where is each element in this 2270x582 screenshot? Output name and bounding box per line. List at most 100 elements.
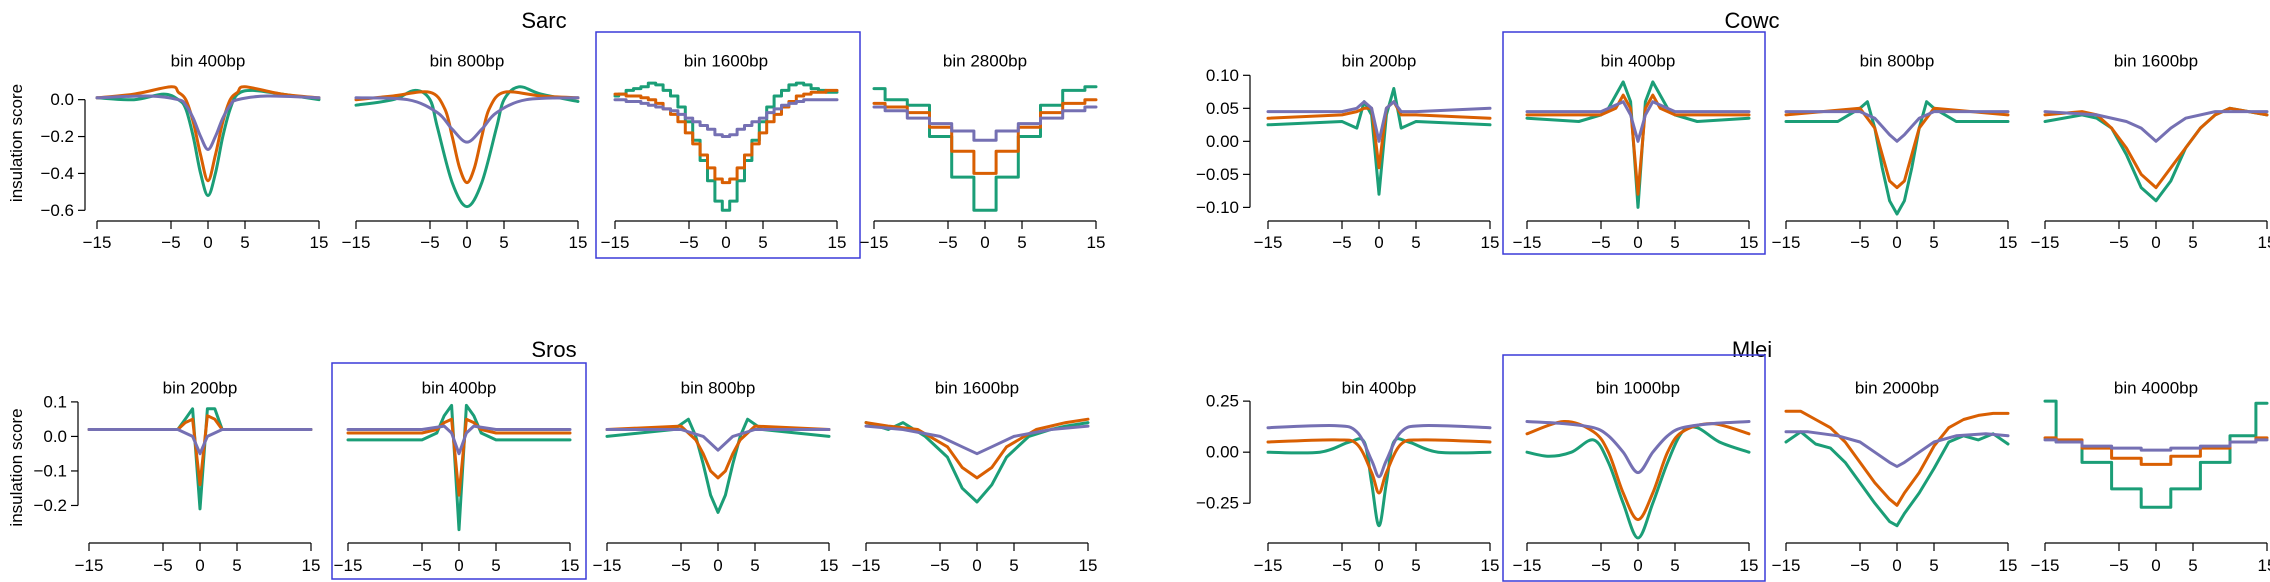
series-line-orange xyxy=(346,417,572,497)
x-tick-label: −15 xyxy=(1513,556,1542,575)
x-tick-label: −5 xyxy=(679,233,698,252)
x-tick-label: 15 xyxy=(1999,556,2018,575)
x-tick-label: −15 xyxy=(2031,556,2060,575)
x-tick-label: −15 xyxy=(1254,556,1283,575)
x-tick-label: 15 xyxy=(2258,233,2270,252)
x-tick-label: −5 xyxy=(1332,233,1351,252)
y-tick-label: 0.0 xyxy=(43,427,67,446)
series-line-orange xyxy=(1266,100,1492,170)
panel-title: bin 4000bp xyxy=(2114,378,2198,397)
x-tick-label: −5 xyxy=(930,556,949,575)
y-tick-label: −0.05 xyxy=(1196,165,1239,184)
x-tick-label: −15 xyxy=(342,233,371,252)
x-tick-label: 5 xyxy=(1411,556,1420,575)
panel-title: bin 400bp xyxy=(1342,378,1417,397)
x-tick-label: 15 xyxy=(2258,556,2270,575)
x-tick-label: 15 xyxy=(1481,556,1500,575)
x-tick-label: −15 xyxy=(83,233,112,252)
series-line-orange xyxy=(1266,438,1492,495)
x-tick-label: 0 xyxy=(454,556,463,575)
y-tick-label: 0.1 xyxy=(43,392,67,411)
x-tick-label: −5 xyxy=(2109,233,2128,252)
x-tick-label: 0 xyxy=(1374,556,1383,575)
series-line-orange xyxy=(95,85,321,183)
y-axis-label: insulation score xyxy=(7,84,26,202)
highlight-box xyxy=(1502,31,1766,255)
x-tick-label: 5 xyxy=(1929,233,1938,252)
x-tick-label: 0 xyxy=(462,233,471,252)
panel-title: bin 400bp xyxy=(422,378,497,397)
series-line-green xyxy=(1525,425,1751,540)
highlight-box xyxy=(1502,354,1766,582)
y-tick-label: −0.6 xyxy=(40,201,74,220)
x-tick-label: 15 xyxy=(310,233,329,252)
x-tick-label: −5 xyxy=(1591,556,1610,575)
x-tick-label: 15 xyxy=(1740,233,1759,252)
x-tick-label: 5 xyxy=(1009,556,1018,575)
group-title: Sros xyxy=(531,337,576,362)
x-tick-label: −15 xyxy=(860,233,889,252)
series-line-orange xyxy=(605,424,831,480)
series-line-green xyxy=(95,88,321,198)
x-tick-label: 5 xyxy=(2188,233,2197,252)
x-tick-label: −5 xyxy=(2109,556,2128,575)
x-tick-label: 5 xyxy=(1411,233,1420,252)
panel-title: bin 200bp xyxy=(1342,51,1417,70)
y-tick-label: 0.25 xyxy=(1206,392,1239,411)
panel-title: bin 1600bp xyxy=(2114,51,2198,70)
x-tick-label: −5 xyxy=(153,556,172,575)
series-line-purple xyxy=(1266,100,1492,143)
series-line-purple xyxy=(1784,110,2010,143)
group-title: Cowc xyxy=(1724,8,1779,33)
panel-title: bin 400bp xyxy=(171,51,246,70)
group-title: Sarc xyxy=(521,8,566,33)
series-line-orange xyxy=(1784,106,2010,190)
series-line-purple xyxy=(1525,100,1751,143)
x-tick-label: 0 xyxy=(1892,556,1901,575)
group-title: Mlei xyxy=(1732,337,1772,362)
series-line-purple xyxy=(864,424,1090,456)
panel-title: bin 1600bp xyxy=(684,51,768,70)
series-line-purple xyxy=(354,96,580,144)
series-line-purple xyxy=(1266,424,1492,479)
x-tick-label: 15 xyxy=(302,556,321,575)
x-tick-label: −5 xyxy=(412,556,431,575)
x-tick-label: 5 xyxy=(758,233,767,252)
series-line-orange xyxy=(1784,409,2010,507)
series-line-purple xyxy=(2043,438,2269,452)
x-tick-label: 15 xyxy=(561,556,580,575)
x-tick-label: 0 xyxy=(1633,556,1642,575)
series-line-purple xyxy=(1784,430,2010,468)
y-tick-label: −0.2 xyxy=(33,496,67,515)
series-line-purple xyxy=(613,98,839,138)
series-line-purple xyxy=(95,94,321,151)
x-tick-label: 15 xyxy=(820,556,839,575)
y-axis-label: insulation score xyxy=(7,408,26,526)
x-tick-label: −5 xyxy=(161,233,180,252)
series-line-green xyxy=(1784,100,2010,216)
x-tick-label: −15 xyxy=(334,556,363,575)
y-tick-label: −0.25 xyxy=(1196,494,1239,513)
y-tick-label: 0.05 xyxy=(1206,99,1239,118)
x-tick-label: 0 xyxy=(972,556,981,575)
y-tick-label: −0.1 xyxy=(33,461,67,480)
series-line-green xyxy=(346,403,572,532)
x-tick-label: 0 xyxy=(713,556,722,575)
x-tick-label: −15 xyxy=(593,556,622,575)
panel-title: bin 1600bp xyxy=(935,378,1019,397)
panel-title: bin 800bp xyxy=(1860,51,1935,70)
panel-title: bin 2000bp xyxy=(1855,378,1939,397)
series-line-purple xyxy=(346,424,572,456)
x-tick-label: 0 xyxy=(1374,233,1383,252)
x-tick-label: 5 xyxy=(1670,233,1679,252)
x-tick-label: 0 xyxy=(195,556,204,575)
x-tick-label: 15 xyxy=(569,233,588,252)
x-tick-label: −15 xyxy=(75,556,104,575)
series-line-purple xyxy=(872,105,1098,142)
x-tick-label: 0 xyxy=(2151,556,2160,575)
x-tick-label: 0 xyxy=(721,233,730,252)
x-tick-label: 0 xyxy=(980,233,989,252)
x-tick-label: 15 xyxy=(1999,233,2018,252)
series-line-purple xyxy=(1525,420,1751,475)
